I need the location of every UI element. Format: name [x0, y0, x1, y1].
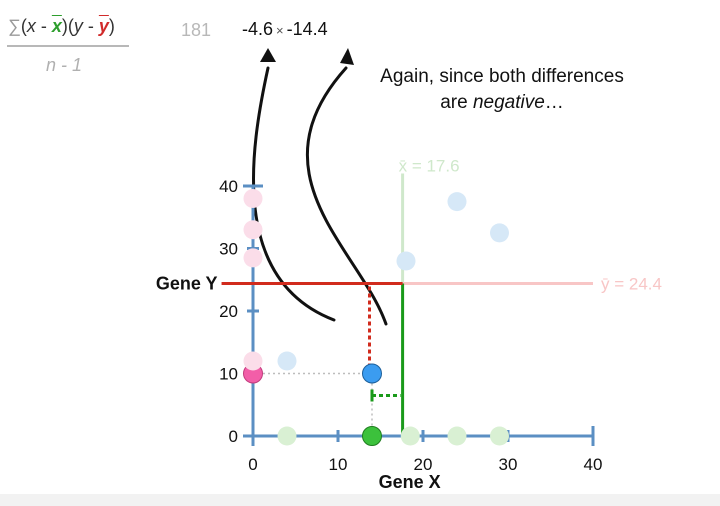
y-tick-label: 20: [219, 302, 238, 321]
data-point: [277, 351, 297, 371]
formula-x: x: [26, 16, 36, 36]
y-mean-label: ȳ = 24.4: [601, 275, 662, 294]
formula-paren: (: [20, 16, 27, 36]
y-difference: -14.4: [286, 19, 328, 39]
annotation-emphasis: negative: [472, 92, 545, 113]
x-projection: [400, 426, 420, 446]
y-projection: [243, 351, 263, 371]
annotation-line-2: are negative…: [352, 90, 652, 116]
formula-paren: )(: [61, 16, 74, 36]
times-symbol: ×: [276, 23, 284, 38]
data-point: [447, 192, 467, 212]
x-tick-label: 30: [499, 455, 518, 474]
annotation-text: Again, since both differences are negati…: [352, 64, 652, 116]
y-tick-label: 0: [229, 427, 238, 446]
footer-band: [0, 494, 720, 506]
y-projection: [243, 189, 263, 208]
x-tick-label: 40: [584, 455, 603, 474]
x-tick-label: 0: [248, 455, 257, 474]
formula-minus: -: [35, 16, 52, 36]
curved-arrow-right: [306, 66, 388, 326]
curved-arrow-left: [252, 66, 336, 322]
y-axis-title: Gene Y: [156, 274, 218, 294]
arrows: [252, 66, 388, 326]
annotation-suffix: …: [544, 92, 564, 113]
formula-denominator: n - 1: [46, 55, 83, 75]
x-projection-highlight: [362, 426, 382, 446]
formula-numerator: ∑(x - x)(y - y): [8, 16, 115, 37]
annotation-prefix: are: [440, 92, 473, 113]
difference-product: -4.6 × -14.4: [242, 19, 328, 40]
fraction-bar: [7, 45, 129, 47]
x-mean-label: x̄ = 17.6: [399, 157, 460, 176]
formula-minus: -: [82, 16, 99, 36]
data-point: [396, 251, 416, 271]
x-projection: [277, 426, 297, 446]
x-projection: [490, 426, 509, 446]
y-tick-label: 30: [219, 240, 238, 259]
chart-layer: 0 10 20 30 40 0 10 20 30 40 x̄ = 17.6 ȳ = 24.4 Gene …: [156, 157, 662, 493]
formula-x-mean: x: [51, 16, 62, 36]
x-projection: [447, 426, 467, 446]
annotation-line-1: Again, since both differences: [380, 66, 624, 87]
y-tick-label: 10: [219, 365, 238, 384]
x-difference: -4.6: [242, 19, 274, 39]
formula-paren: ): [108, 16, 115, 36]
formula-y: y: [73, 16, 83, 36]
x-axis-title: Gene X: [379, 472, 441, 492]
y-projection: [243, 248, 263, 268]
y-tick-label: 40: [219, 177, 238, 196]
y-projection: [243, 220, 263, 240]
data-point: [490, 223, 509, 243]
point-count: 181: [181, 20, 212, 40]
covariance-formula: ∑(x - x)(y - y): [8, 16, 115, 37]
x-tick-label: 10: [329, 455, 348, 474]
data-point-highlight: [362, 363, 382, 384]
arrowhead-right: [340, 48, 354, 65]
formula-y-mean: y: [98, 16, 109, 36]
arrowhead-left: [260, 48, 276, 62]
x-tick-label: 20: [414, 455, 433, 474]
sigma-symbol: ∑: [8, 16, 21, 36]
